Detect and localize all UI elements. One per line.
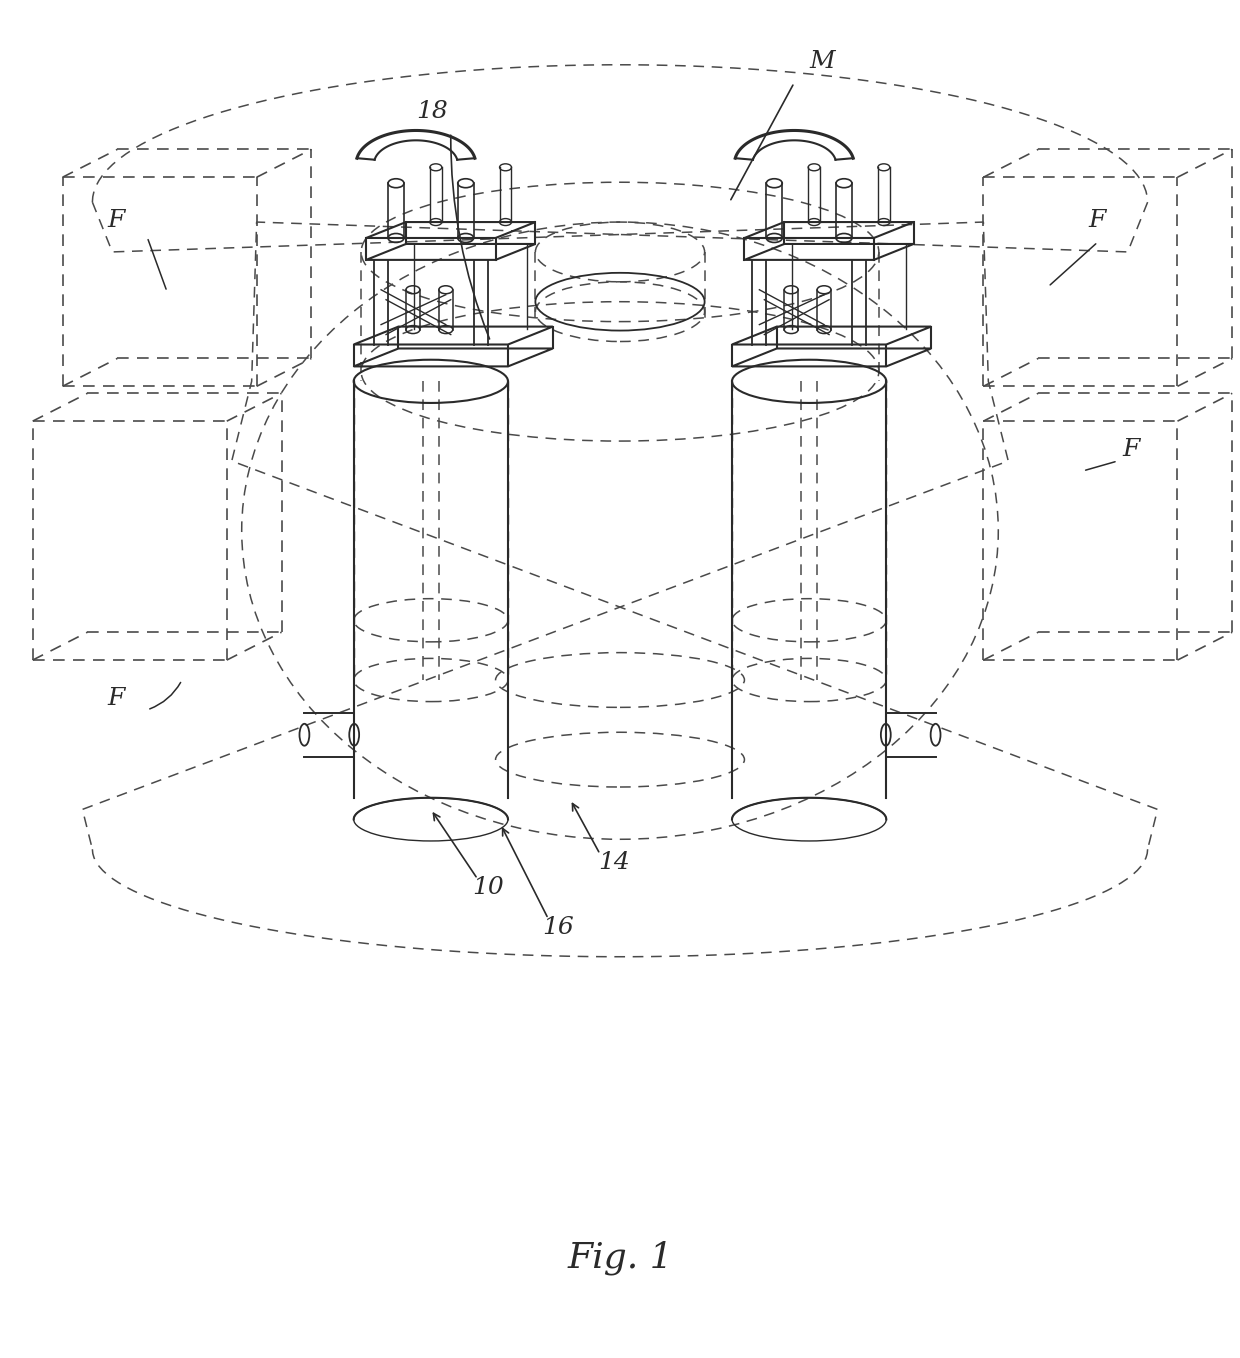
Text: F: F — [1122, 439, 1140, 460]
Text: 16: 16 — [542, 915, 574, 938]
Text: F: F — [108, 687, 125, 710]
Text: F: F — [1087, 209, 1105, 232]
Text: M: M — [810, 50, 835, 73]
Text: 10: 10 — [472, 876, 505, 899]
Text: F: F — [108, 209, 125, 232]
Text: 14: 14 — [598, 851, 630, 875]
Text: Fig. 1: Fig. 1 — [567, 1240, 673, 1275]
Text: 18: 18 — [415, 99, 448, 122]
